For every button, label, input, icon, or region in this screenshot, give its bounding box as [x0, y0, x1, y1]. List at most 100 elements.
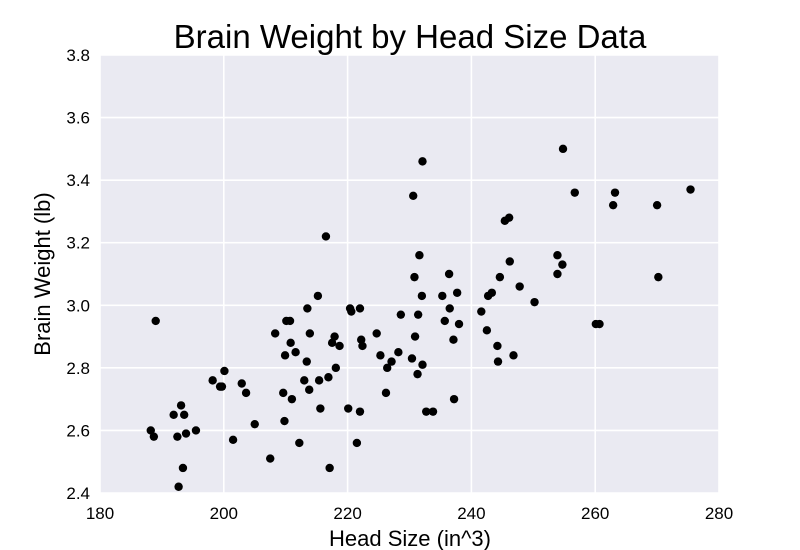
x-axis-label: Head Size (in^3)	[329, 526, 491, 550]
data-point	[410, 332, 420, 341]
y-tick-label: 3.8	[66, 46, 90, 65]
data-point	[208, 376, 217, 385]
x-tick-label: 280	[705, 504, 733, 523]
y-tick-label: 2.4	[66, 484, 90, 503]
data-point	[191, 426, 201, 435]
x-tick-label: 180	[86, 504, 114, 523]
data-point	[417, 291, 427, 301]
data-point	[570, 188, 579, 197]
data-point	[151, 316, 160, 326]
data-point	[335, 341, 344, 351]
data-point	[330, 332, 339, 341]
data-point	[352, 438, 362, 448]
data-point	[422, 407, 431, 416]
data-point	[280, 351, 290, 360]
data-point	[220, 366, 229, 376]
data-point	[394, 348, 403, 357]
y-tick-label: 2.6	[66, 421, 90, 440]
data-point	[357, 335, 366, 344]
data-point	[149, 432, 159, 441]
data-point	[355, 407, 365, 416]
data-point	[174, 482, 183, 491]
data-point	[316, 404, 325, 413]
data-point	[558, 260, 567, 269]
data-point	[428, 407, 438, 416]
data-point	[313, 291, 323, 301]
data-point	[302, 357, 311, 366]
data-point	[372, 329, 381, 338]
data-point	[217, 382, 227, 391]
data-point	[482, 326, 492, 335]
data-point	[146, 426, 155, 435]
data-point	[355, 304, 365, 313]
data-point	[530, 297, 539, 307]
y-tick-label: 2.8	[66, 359, 90, 378]
data-point	[595, 319, 604, 329]
chart-title: Brain Weight by Head Size Data	[174, 18, 647, 55]
data-point	[454, 319, 464, 329]
data-point	[558, 144, 568, 154]
data-point	[686, 185, 695, 194]
data-point	[477, 307, 486, 316]
data-point	[387, 357, 396, 366]
data-point	[493, 341, 502, 351]
data-point	[286, 338, 295, 348]
data-point	[444, 269, 454, 279]
y-tick-label: 3.4	[66, 171, 90, 190]
data-point	[413, 369, 422, 379]
data-point	[179, 410, 189, 419]
data-point	[305, 385, 314, 394]
data-point	[228, 435, 238, 445]
data-point	[504, 213, 514, 222]
data-point	[325, 463, 334, 473]
data-point	[449, 335, 458, 344]
data-point	[305, 329, 315, 338]
data-point	[438, 291, 447, 301]
data-point	[509, 351, 518, 360]
data-point	[324, 373, 333, 382]
data-point	[279, 388, 288, 398]
data-point	[449, 394, 459, 404]
y-axis-label: Brain Weight (lb)	[30, 192, 55, 355]
data-point	[515, 282, 524, 291]
data-point	[487, 288, 497, 297]
data-point	[344, 404, 353, 413]
data-point	[407, 354, 417, 363]
data-point	[415, 251, 424, 260]
data-point	[396, 310, 406, 319]
data-point	[608, 200, 618, 210]
data-point	[266, 454, 275, 463]
x-tick-label: 260	[581, 504, 609, 523]
data-point	[173, 432, 182, 441]
data-point	[493, 357, 503, 366]
data-point	[413, 310, 423, 319]
data-point	[409, 191, 418, 200]
data-point	[495, 272, 505, 282]
data-point	[285, 316, 295, 326]
data-point	[610, 188, 620, 197]
data-point	[287, 394, 297, 404]
data-point	[314, 376, 324, 385]
data-point	[178, 463, 188, 473]
data-point	[418, 157, 427, 166]
data-point	[358, 341, 367, 351]
data-point	[553, 251, 562, 260]
y-tick-label: 3.2	[66, 234, 90, 253]
y-tick-labels: 2.4 2.6 2.8 3.0 3.2 3.4 3.6 3.8	[66, 46, 90, 503]
data-point	[381, 388, 391, 398]
data-point	[652, 200, 662, 210]
data-point	[347, 307, 356, 316]
y-tick-label: 3.6	[66, 109, 90, 128]
data-point	[250, 419, 259, 429]
data-point	[241, 388, 251, 398]
data-point	[445, 304, 454, 313]
y-tick-label: 3.0	[66, 296, 90, 315]
data-point	[440, 316, 449, 326]
data-point	[300, 376, 309, 385]
data-point	[418, 360, 427, 369]
plot-area	[100, 55, 719, 493]
data-point	[654, 272, 663, 282]
data-point	[176, 401, 186, 410]
x-tick-label: 200	[210, 504, 238, 523]
